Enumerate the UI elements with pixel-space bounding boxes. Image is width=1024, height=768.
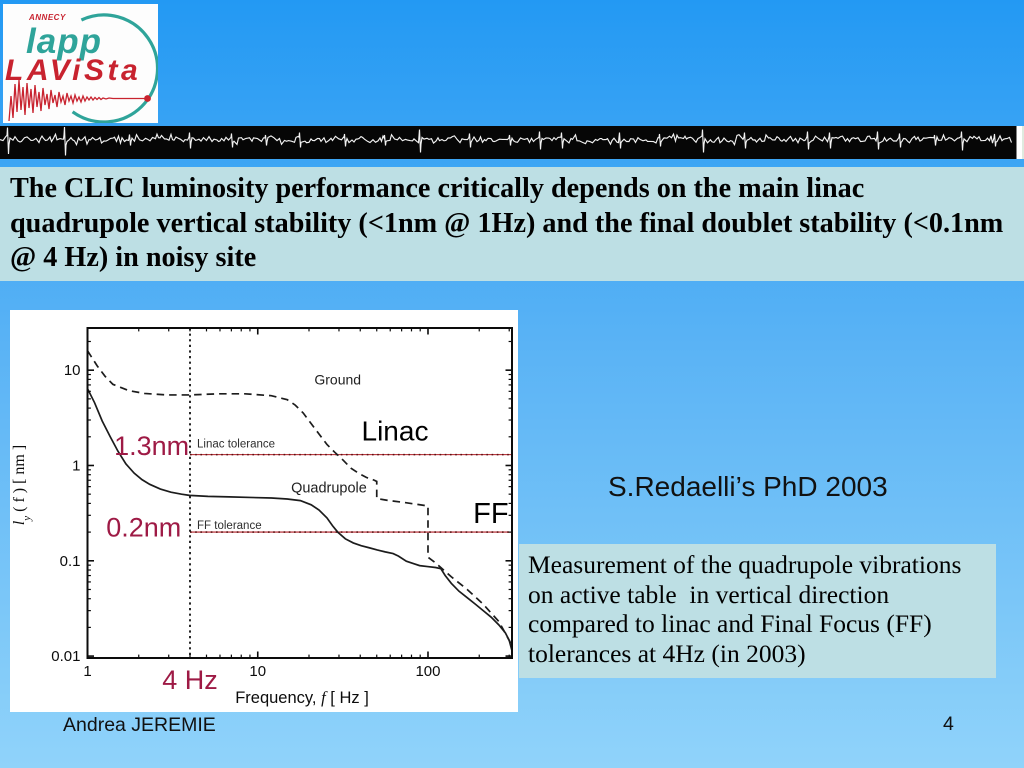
title-box: The CLIC luminosity performance critical… [0,167,1024,281]
logo-annecy-text: ANNECY [28,13,66,22]
series-quadrupole [87,388,512,651]
logo-circle-arc [71,13,160,124]
y-tick-label: 1 [72,457,80,474]
annotation-ground: Ground [314,371,361,387]
note-line-3: compared to linac and Final Focus (FF) [528,609,932,638]
chart-svg: 1 10 100 10 1 0.1 0.01 Frequency, f [ Hz ] ly ( … [11,327,513,707]
x-axis-title: Frequency, f [ Hz ] [235,688,369,707]
plot-frame [86,327,513,659]
footer-page-number: 4 [943,713,954,735]
title-line-2: quadrupole vertical stability (<1nm @ 1H… [10,207,1004,239]
annotation-ff: FF [473,498,508,530]
note-line-2: on active table in vertical direction [528,579,890,609]
note-box: Measurement of the quadrupole vibrations… [519,544,996,678]
y-tick-label: 0.1 [60,553,81,570]
seismogram-waveform [0,126,1024,159]
y-tick-label: 10 [64,362,81,379]
note-line-1: Measurement of the quadrupole vibrations [528,550,962,579]
banner-right-cap [1016,126,1024,159]
note-line-4: tolerances at 4Hz (in 2003) [528,638,806,668]
lapp-lavista-logo: ANNECY lapp LAViSta [3,4,160,124]
x-tick-label: 10 [249,663,266,680]
annotation-4-hz: 4 Hz [162,665,218,695]
logo-lapp-text: lapp [26,22,102,61]
seismogram-banner [0,126,1024,159]
seismogram-trace [0,126,1013,156]
series-ground [87,350,512,646]
banner-right-cap-edge [1022,126,1024,159]
logo-graphic: ANNECY lapp LAViSta [5,13,160,124]
logo-lavista-text: LAViSta [5,54,141,87]
x-tick-label: 1 [83,663,91,680]
logo-seismogram [8,79,145,122]
vibration-spectrum-chart: 1 10 100 10 1 0.1 0.01 Frequency, f [ Hz ] ly ( … [10,310,518,712]
annotation-ff-tolerance: FF tolerance [197,520,262,532]
annotation-0-2nm: 0.2nm [106,513,181,543]
footer-author: Andrea JEREMIE [63,714,216,736]
annotation-1-3nm: 1.3nm [114,431,189,461]
citation-text: S.Redaelli’s PhD 2003 [608,471,888,502]
title-line-1: The CLIC luminosity performance critical… [10,173,865,204]
title-line-3: @ 4 Hz) in noisy site [10,242,257,273]
logo-seismogram-dot [144,95,151,102]
annotation-quadrupole: Quadrupole [291,480,367,496]
annotation-linac: Linac [362,415,429,446]
annotation-linac-tolerance: Linac tolerance [197,439,275,451]
y-tick-label: 0.01 [51,648,80,665]
y-axis-title: ly ( f ) [ nm ] [11,445,33,525]
x-tick-label: 100 [415,663,440,680]
